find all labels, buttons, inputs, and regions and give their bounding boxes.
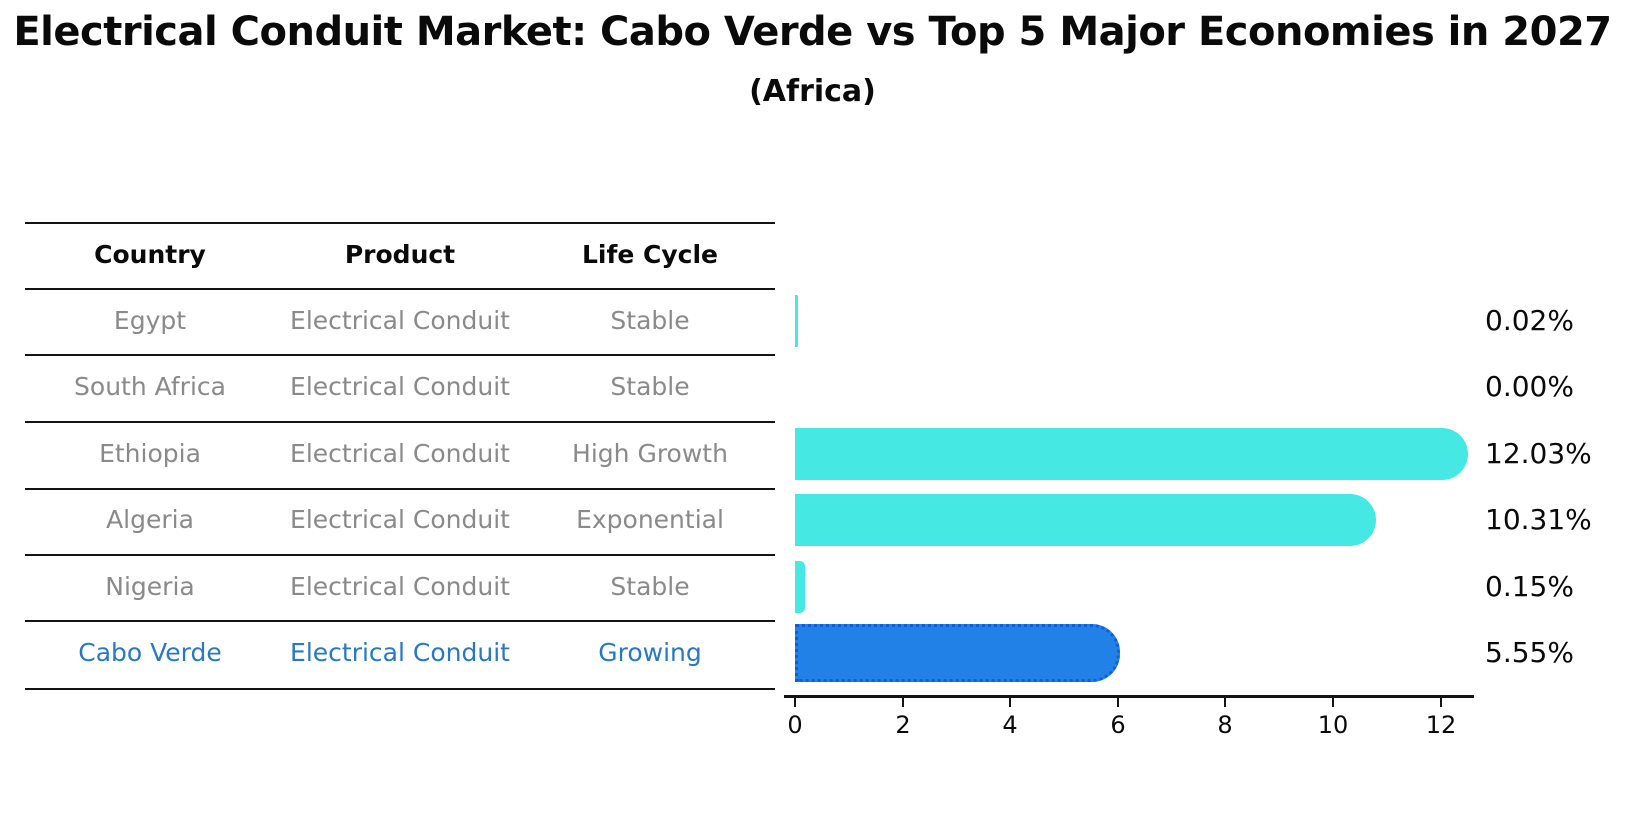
- cell-life-cycle: Growing: [598, 638, 702, 667]
- cell-life-cycle: High Growth: [572, 439, 728, 468]
- x-tick: [794, 698, 796, 707]
- value-label: 12.03%: [1485, 437, 1592, 470]
- chart-subtitle: (Africa): [749, 74, 876, 109]
- cell-product: Electrical Conduit: [290, 306, 510, 335]
- bar-ethiopia: [795, 428, 1469, 480]
- cell-country: South Africa: [74, 372, 226, 401]
- x-tick: [1224, 698, 1226, 707]
- bar-egypt: [795, 295, 799, 347]
- x-tick: [1009, 698, 1011, 707]
- cell-country: Algeria: [106, 505, 194, 534]
- cell-life-cycle: Stable: [610, 306, 690, 335]
- cell-life-cycle: Stable: [610, 372, 690, 401]
- value-label: 0.02%: [1485, 304, 1574, 337]
- cell-product: Electrical Conduit: [290, 439, 510, 468]
- bar-algeria: [795, 494, 1376, 546]
- cell-product: Electrical Conduit: [290, 372, 510, 401]
- table-rule: [25, 288, 775, 290]
- table-rule: [25, 354, 775, 356]
- table-rule: [25, 488, 775, 490]
- x-tick-label: 4: [1002, 711, 1018, 739]
- x-tick-label: 2: [895, 711, 911, 739]
- cell-product: Electrical Conduit: [290, 505, 510, 534]
- cell-country: Egypt: [113, 306, 187, 335]
- bar-nigeria: [795, 561, 806, 613]
- x-tick-label: 6: [1110, 711, 1126, 739]
- table-rule: [25, 554, 775, 556]
- value-label: 0.15%: [1485, 570, 1574, 603]
- x-tick: [1440, 698, 1442, 707]
- cell-country: Nigeria: [105, 572, 195, 601]
- cell-product: Electrical Conduit: [290, 638, 510, 667]
- value-label: 5.55%: [1485, 636, 1574, 669]
- x-tick: [1117, 698, 1119, 707]
- cell-life-cycle: Stable: [610, 572, 690, 601]
- cell-life-cycle: Exponential: [576, 505, 724, 534]
- x-tick-label: 8: [1217, 711, 1233, 739]
- chart-title: Electrical Conduit Market: Cabo Verde vs…: [13, 9, 1612, 55]
- x-tick-label: 12: [1425, 711, 1457, 739]
- value-label: 0.00%: [1485, 370, 1574, 403]
- x-axis-line: [784, 695, 1474, 698]
- x-tick: [1332, 698, 1334, 707]
- x-tick: [902, 698, 904, 707]
- table-rule: [25, 620, 775, 622]
- table-rule: [25, 688, 775, 690]
- cell-product: Electrical Conduit: [290, 572, 510, 601]
- cell-country: Ethiopia: [99, 439, 201, 468]
- table-rule: [25, 421, 775, 423]
- cell-country: Cabo Verde: [78, 638, 222, 667]
- table-rule: [25, 222, 775, 224]
- column-header-country: Country: [94, 240, 206, 269]
- column-header-life-cycle: Life Cycle: [581, 240, 719, 269]
- column-header-product: Product: [344, 240, 456, 269]
- x-tick-label: 0: [787, 711, 803, 739]
- value-label: 10.31%: [1485, 503, 1592, 536]
- bar-cabo-verde: [795, 624, 1120, 682]
- x-tick-label: 10: [1317, 711, 1349, 739]
